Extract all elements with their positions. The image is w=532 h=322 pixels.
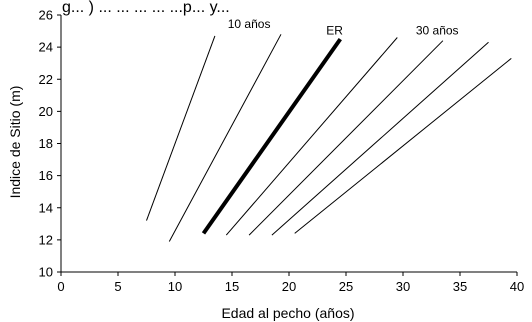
x-tick-label: 35	[453, 279, 467, 294]
y-tick-label: 20	[39, 104, 53, 119]
series-line-7	[294, 58, 512, 234]
x-tick-label: 40	[510, 279, 524, 294]
y-tick-label: 22	[39, 72, 53, 87]
plot-frame	[60, 15, 517, 273]
x-tick-label: 15	[225, 279, 239, 294]
series-layer	[146, 34, 512, 242]
y-tick-label: 14	[39, 200, 53, 215]
annotation-label: ER	[326, 23, 343, 37]
y-tick-label: 24	[39, 40, 53, 55]
annotation-label: 30 años	[416, 23, 459, 37]
y-tick-label: 16	[39, 168, 53, 183]
x-tick-label: 25	[339, 279, 353, 294]
series-line-2	[168, 34, 282, 242]
y-tick-label: 18	[39, 136, 53, 151]
y-axis-label: Indice de Sitio (m)	[7, 86, 23, 199]
x-axis-ticks: 0 5 10 15 20 25 30 35 40	[57, 272, 524, 294]
x-tick-label: 30	[396, 279, 410, 294]
y-axis-ticks: 10 12 14 16 18 20 22 24 26	[39, 8, 61, 280]
series-line-er	[201, 37, 342, 235]
x-tick-label: 5	[114, 279, 121, 294]
y-tick-label: 10	[39, 265, 53, 280]
annotation-label: 10 años	[228, 17, 271, 31]
x-axis-label: Edad al pecho (años)	[221, 305, 354, 321]
series-line-6	[271, 41, 489, 236]
y-tick-label: 12	[39, 232, 53, 247]
series-line-5	[248, 40, 444, 236]
annotations-layer: 10 años ER 30 años	[228, 17, 459, 37]
x-tick-label: 10	[168, 279, 182, 294]
caption-fragment: g... ) ... ... ... ... ...p... y...	[62, 0, 230, 16]
y-tick-label: 26	[39, 8, 53, 23]
x-tick-label: 20	[282, 279, 296, 294]
series-line-1	[146, 35, 216, 221]
x-tick-label: 0	[57, 279, 64, 294]
series-line-4	[225, 37, 398, 236]
